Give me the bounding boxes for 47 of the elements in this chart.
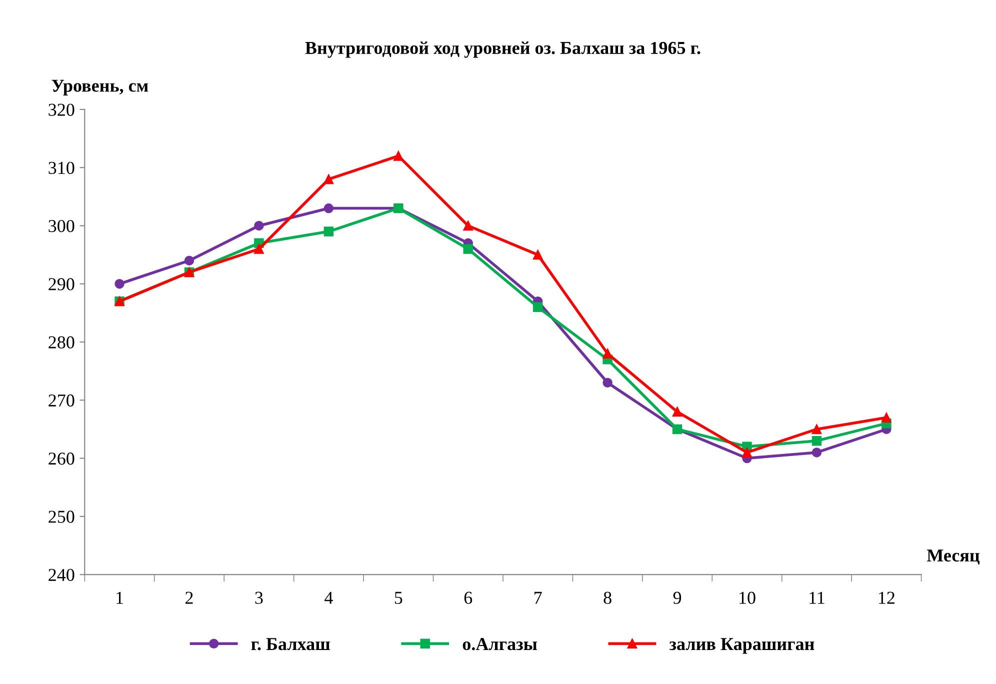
point — [394, 151, 404, 161]
x-tick-label: 4 — [324, 592, 333, 604]
y-tick-label: 280 — [48, 336, 74, 348]
x-tick-label: 11 — [810, 592, 824, 604]
x-axis-title: Месяц — [926, 550, 980, 565]
point — [812, 424, 822, 434]
x-tick-label: 7 — [534, 592, 542, 604]
point — [742, 448, 752, 458]
point — [882, 412, 892, 422]
y-tick-label: 310 — [48, 162, 74, 174]
legend-label: г. Балхаш — [251, 638, 330, 650]
legend-label: о.Алгазы — [462, 638, 537, 650]
y-tick-label: 320 — [48, 104, 74, 116]
x-tick-label: 6 — [464, 592, 472, 604]
x-tick-label: 2 — [186, 592, 193, 604]
x-tick-label: 3 — [255, 592, 263, 604]
y-tick-label: 240 — [48, 568, 74, 581]
point — [184, 256, 194, 266]
point — [463, 244, 473, 254]
point — [672, 406, 682, 417]
x-tick-label: 5 — [394, 592, 402, 604]
y-tick-label: 270 — [48, 394, 74, 407]
point — [602, 378, 612, 388]
point — [324, 203, 334, 214]
point — [812, 448, 822, 458]
point — [254, 220, 264, 231]
y-tick-label: 300 — [48, 220, 74, 232]
x-tick-label: 12 — [879, 592, 894, 604]
point — [532, 302, 543, 312]
point — [602, 348, 612, 358]
point — [532, 250, 543, 260]
point — [114, 279, 124, 289]
legend-label: залив Карашиган — [669, 638, 814, 654]
y-tick-label: 290 — [48, 278, 74, 290]
y-tick-label: 260 — [48, 452, 74, 465]
x-tick-label: 9 — [673, 592, 682, 604]
x-tick-label: 8 — [604, 592, 612, 604]
point — [254, 244, 264, 254]
point — [812, 436, 822, 446]
point — [324, 226, 334, 236]
point — [324, 174, 334, 184]
x-tick-label: 10 — [740, 592, 756, 604]
y-tick-label: 250 — [48, 510, 74, 523]
chart-title: Внутригодовой ход уровней оз. Балхаш за 1965 г. — [305, 41, 700, 58]
x-tick-label: 1 — [116, 592, 123, 604]
y-axis-title: Уровень, см — [52, 80, 148, 96]
point — [463, 220, 473, 231]
